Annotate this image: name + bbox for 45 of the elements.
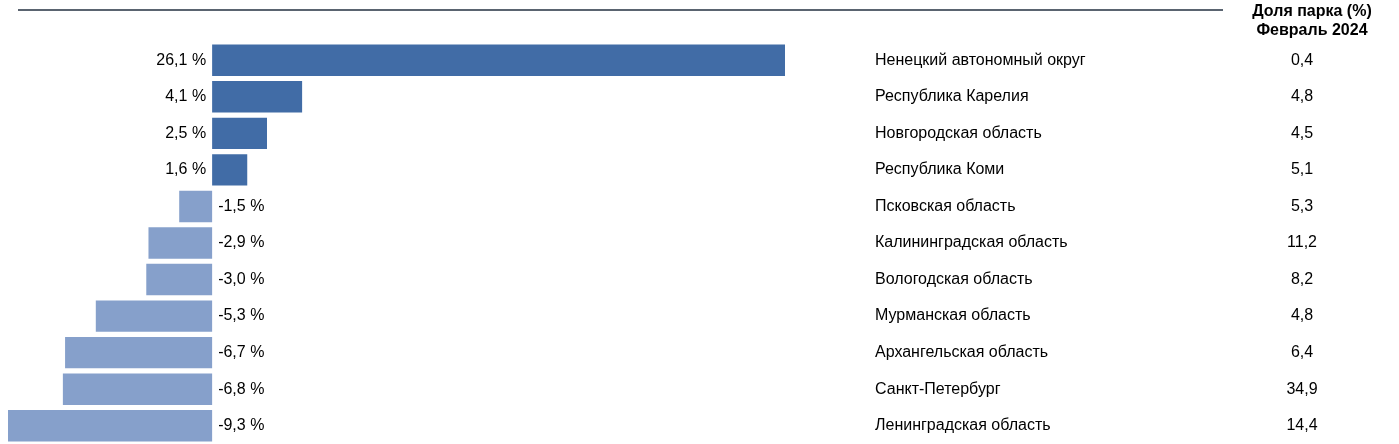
data-label: -9,3 % bbox=[218, 416, 265, 434]
data-label: -5,3 % bbox=[218, 306, 265, 324]
data-label: -3,0 % bbox=[218, 269, 265, 287]
bar bbox=[148, 227, 213, 259]
data-label: 4,1 % bbox=[165, 87, 207, 105]
bar bbox=[212, 117, 267, 150]
data-label: -6,7 % bbox=[218, 343, 265, 361]
data-label: -6,8 % bbox=[218, 379, 265, 397]
text: 11,2 bbox=[1287, 233, 1318, 251]
y-tick-label: Новгородская область bbox=[875, 123, 1042, 141]
y-tick-label: Ленинградская область bbox=[875, 416, 1051, 434]
y-tick-label: Республика Карелия bbox=[875, 87, 1029, 105]
bar bbox=[179, 190, 213, 223]
text: Доля парка (%) Февраль 2024 bbox=[1252, 2, 1372, 39]
data-label: -2,9 % bbox=[218, 233, 265, 251]
bar bbox=[62, 373, 213, 405]
bar bbox=[8, 410, 213, 442]
bar bbox=[212, 81, 303, 113]
text: 4,8 bbox=[1290, 306, 1314, 324]
bar bbox=[146, 263, 213, 296]
text: 0,4 bbox=[1290, 50, 1314, 68]
data-label: 2,5 % bbox=[165, 123, 207, 141]
data-label: 1,6 % bbox=[165, 160, 207, 178]
text: 34,9 bbox=[1286, 379, 1318, 397]
data-label: -1,5 % bbox=[218, 196, 265, 214]
bar bbox=[65, 336, 213, 369]
text: 4,8 bbox=[1290, 87, 1314, 105]
bar bbox=[212, 154, 248, 186]
y-tick-label: Вологодская область bbox=[875, 269, 1033, 287]
y-tick-label: Архангельская область bbox=[875, 343, 1049, 361]
y-tick-label: Калининградская область bbox=[875, 233, 1068, 251]
data-label: 26,1 % bbox=[156, 50, 207, 68]
bar bbox=[212, 44, 785, 76]
text: 5,1 bbox=[1290, 160, 1314, 178]
y-tick-label: Санкт-Петербург bbox=[875, 379, 1001, 397]
bar bbox=[95, 300, 213, 332]
y-tick-label: Республика Коми bbox=[875, 160, 1005, 178]
y-tick-label: Мурманская область bbox=[875, 306, 1031, 324]
text: 5,3 bbox=[1290, 196, 1314, 214]
text: 14,4 bbox=[1286, 416, 1318, 434]
text: 4,5 bbox=[1290, 123, 1314, 141]
y-tick-label: Псковская область bbox=[875, 196, 1016, 214]
text: 8,2 bbox=[1290, 269, 1314, 287]
y-tick-label: Ненецкий автономный округ bbox=[875, 50, 1086, 68]
text: 6,4 bbox=[1290, 343, 1314, 361]
